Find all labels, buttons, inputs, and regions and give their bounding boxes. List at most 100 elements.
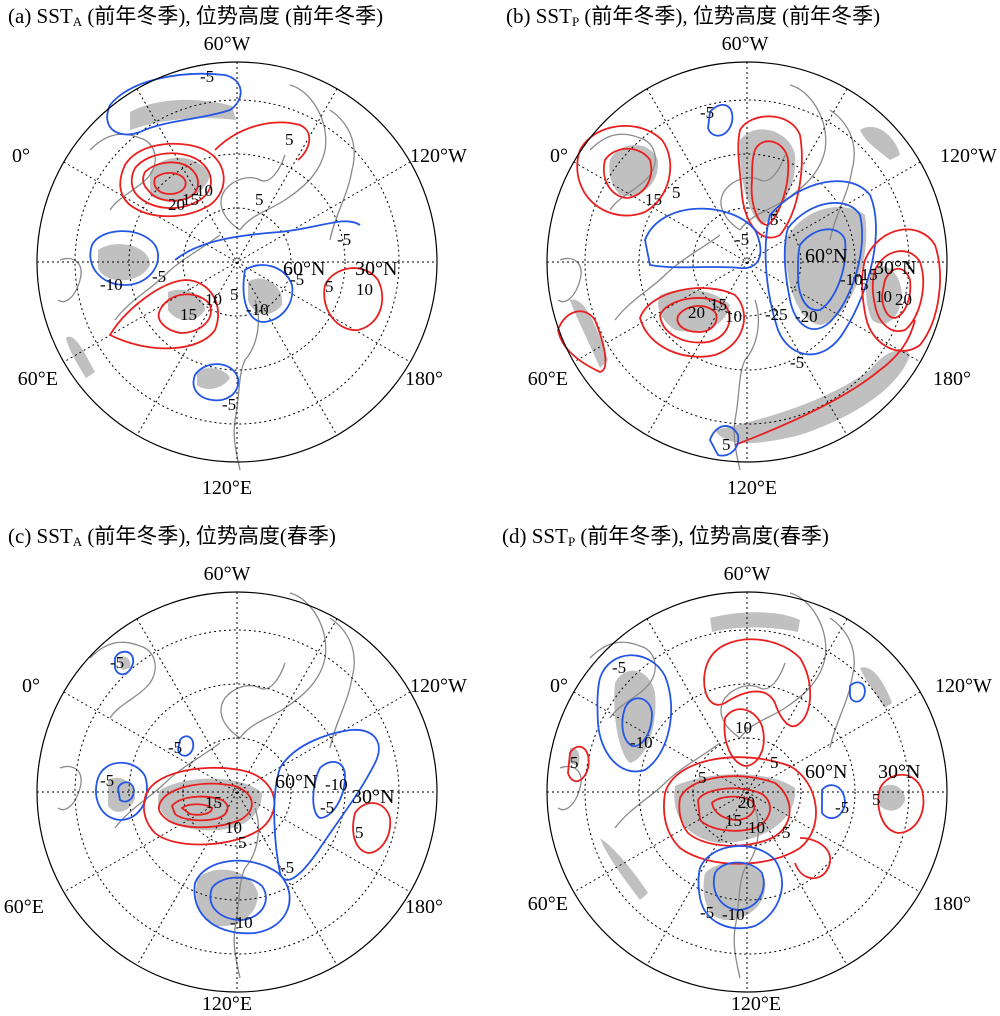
coastline bbox=[114, 234, 221, 321]
contour-negative bbox=[273, 729, 380, 881]
meridian bbox=[573, 161, 921, 363]
coastline bbox=[739, 592, 827, 739]
latitude-circle bbox=[182, 207, 292, 317]
lon-label: 120°E bbox=[731, 993, 781, 1015]
contour-label: 15 bbox=[710, 295, 727, 314]
lon-label: 180° bbox=[405, 896, 443, 918]
shade-region bbox=[710, 612, 800, 632]
coastlines bbox=[57, 84, 355, 471]
contour-positive bbox=[119, 142, 225, 218]
meridian bbox=[646, 88, 848, 436]
contour-negative bbox=[596, 654, 672, 773]
shade-region bbox=[600, 838, 648, 900]
coastline bbox=[829, 617, 855, 749]
latitude-circle bbox=[638, 153, 856, 371]
contour-positive bbox=[170, 795, 229, 822]
meridian bbox=[63, 691, 411, 893]
contour-label: 5 bbox=[872, 790, 881, 809]
meridian bbox=[573, 691, 921, 893]
meridian bbox=[646, 88, 848, 436]
shade-region bbox=[674, 774, 796, 843]
contour-label: -10 bbox=[246, 300, 269, 319]
contour-label: -20 bbox=[795, 307, 818, 326]
panel-b: (b) SSTP (前年冬季), 位势高度 (前年冬季) bbox=[500, 0, 1000, 508]
contour-label: -10 bbox=[230, 913, 253, 932]
contour-label: 10 bbox=[205, 290, 222, 309]
lat-label: 60°N bbox=[275, 771, 317, 793]
lon-label: 0° bbox=[22, 675, 40, 697]
latitude-circle bbox=[692, 737, 802, 847]
coastline bbox=[589, 133, 656, 211]
coastline bbox=[233, 299, 260, 471]
contour-label: -5 bbox=[200, 67, 214, 86]
contour-negative bbox=[174, 220, 361, 261]
contour-labels: -5 20 15 10 5 5 -5 -10 -5 15 10 5 -10 -5… bbox=[100, 67, 373, 414]
axis-labels: 60°W 120°W 180° 120°E 60°E 0° 60°N 30°N bbox=[528, 563, 992, 1015]
shade-region bbox=[158, 778, 262, 831]
shade-region bbox=[703, 862, 766, 920]
contour-negative bbox=[707, 103, 734, 137]
shade-region bbox=[130, 99, 236, 130]
coastline bbox=[739, 84, 827, 231]
lat-label: 60°N bbox=[283, 258, 325, 280]
contour-negative bbox=[697, 845, 783, 930]
lon-label: 60°W bbox=[724, 563, 771, 585]
shade-region bbox=[118, 656, 131, 670]
contour-label: 10 bbox=[875, 287, 892, 306]
meridian bbox=[646, 618, 848, 966]
contour-positive bbox=[659, 297, 731, 344]
meridian bbox=[573, 161, 921, 363]
map-boundary bbox=[546, 61, 948, 463]
shade-region bbox=[197, 368, 230, 390]
contour-label: 15 bbox=[725, 811, 742, 830]
contour-label: -5 bbox=[735, 230, 749, 249]
shade-region bbox=[860, 126, 900, 160]
contour-label: 5 bbox=[672, 183, 681, 202]
contour-positive bbox=[881, 267, 912, 319]
panel-title: (b) SSTP (前年冬季), 位势高度 (前年冬季) bbox=[506, 4, 881, 29]
shade-region bbox=[715, 350, 910, 444]
contour-positive bbox=[737, 115, 803, 239]
shade-region bbox=[609, 145, 659, 196]
contour-label: -5 bbox=[280, 858, 294, 877]
map-boundary bbox=[36, 591, 438, 993]
panel-title: (a) SSTA (前年冬季), 位势高度 (前年冬季) bbox=[8, 4, 384, 29]
coastline bbox=[720, 662, 786, 739]
contour-labels: -5 -5 -5 15 10 5 -10 -5 5 -5 -10 bbox=[100, 653, 364, 932]
contour-negative bbox=[644, 207, 762, 269]
contour-label: -10 bbox=[722, 905, 745, 924]
contour-label: -5 bbox=[700, 103, 714, 122]
coastline bbox=[57, 257, 82, 303]
axis-labels: 60°W 120°W 180° 120°E 60°E 0° 60°N 30°N bbox=[4, 563, 467, 1015]
contour-label: -5 bbox=[152, 267, 166, 286]
axis-labels: 60°W 120°W 180° 120°E 60°E 0° 60°N 30°N bbox=[12, 33, 467, 499]
coastline bbox=[57, 765, 82, 811]
contour-label: 20 bbox=[738, 793, 755, 812]
meridian bbox=[573, 691, 921, 893]
contour-positive bbox=[576, 125, 672, 217]
contour-negative bbox=[114, 650, 134, 676]
shade-region bbox=[570, 747, 580, 766]
polar-map: 60°W 120°W 180° 120°E 60°E 0° 60°N 30°N … bbox=[12, 33, 467, 499]
contour-label: 5 bbox=[570, 753, 579, 772]
lon-label: 120°W bbox=[940, 145, 997, 167]
lon-label: 0° bbox=[550, 675, 568, 697]
contour-label: -5 bbox=[612, 658, 626, 677]
coastline bbox=[239, 84, 327, 231]
contour-label: 5 bbox=[325, 277, 334, 296]
polar-map: 60°W 120°W 180° 120°E 60°E 0° 60°N 30°N … bbox=[4, 563, 467, 1015]
latitude-circle bbox=[182, 737, 292, 847]
panel-a: (a) SSTA (前年冬季), 位势高度 (前年冬季) bbox=[0, 0, 500, 508]
shade-region bbox=[880, 784, 905, 811]
coastline bbox=[557, 257, 582, 303]
contour-label: -5 bbox=[110, 653, 124, 672]
coastline bbox=[614, 234, 721, 321]
coastline bbox=[239, 592, 327, 739]
lat-label: 30°N bbox=[874, 257, 916, 279]
lon-label: 120°W bbox=[410, 675, 467, 697]
lon-label: 0° bbox=[12, 145, 30, 167]
latitude-circle bbox=[638, 683, 856, 901]
lon-label: 120°W bbox=[935, 675, 992, 697]
latitude-circle bbox=[692, 207, 802, 317]
panel-title: (c) SSTA (前年冬季), 位势高度(春季) bbox=[8, 524, 336, 549]
